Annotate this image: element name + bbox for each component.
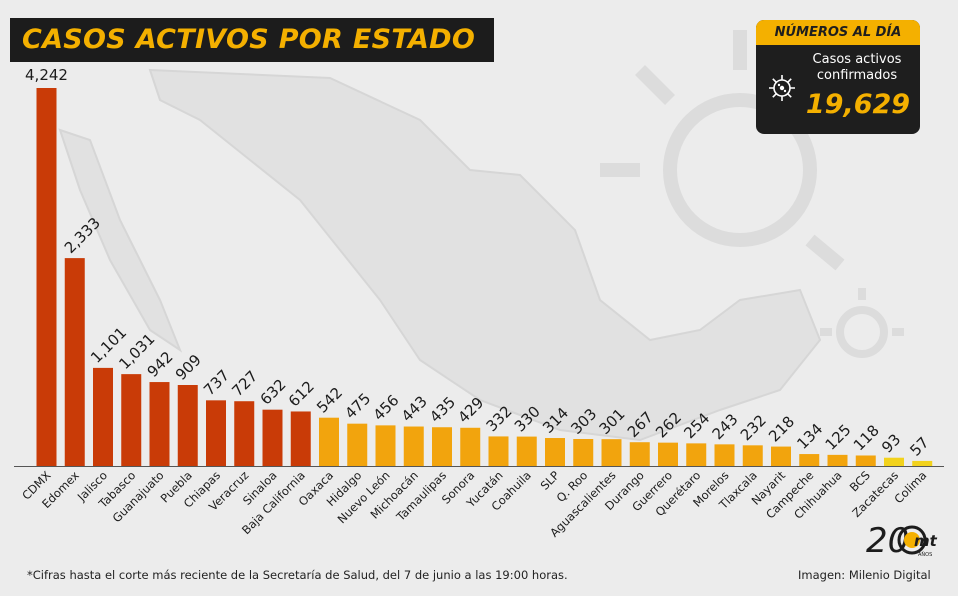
kpi-header: NÚMEROS AL DÍA <box>756 20 920 45</box>
value-label: 612 <box>285 377 318 410</box>
value-label: 118 <box>850 421 883 454</box>
bar-chihuahua <box>827 454 848 466</box>
small-virus-watermark-icon <box>820 288 904 358</box>
milenio-20-anos-logo: 20 mt AÑOS <box>866 521 938 560</box>
value-label: 267 <box>624 408 657 441</box>
bar-puebla <box>177 385 198 466</box>
bar-q-roo <box>573 439 594 466</box>
value-label: 909 <box>172 351 205 384</box>
footnote: *Cifras hasta el corte más reciente de l… <box>27 568 568 582</box>
logo-number: 20 <box>866 521 909 560</box>
value-label: 125 <box>822 421 855 454</box>
bar-bcs <box>855 455 876 466</box>
mexico-map-silhouette <box>58 68 822 442</box>
value-label: 632 <box>257 376 290 409</box>
value-label: 332 <box>483 402 516 435</box>
bar-yucatán <box>488 436 509 466</box>
value-label: 737 <box>200 366 233 399</box>
value-label: 942 <box>144 348 177 381</box>
value-label: 301 <box>596 405 629 438</box>
value-label: 232 <box>737 411 770 444</box>
bar-querétaro <box>686 443 707 466</box>
kpi-card: NÚMEROS AL DÍA Casos activos confirmados… <box>756 20 920 134</box>
virus-watermark-icon <box>600 30 845 271</box>
bar-cdmx <box>36 88 57 466</box>
value-label: 456 <box>370 391 403 424</box>
kpi-label-line2: confirmados <box>816 68 898 83</box>
bar-colima <box>912 460 933 466</box>
virus-icon <box>769 75 795 101</box>
bar-chiapas <box>206 400 226 466</box>
category-label: Colima <box>891 468 929 506</box>
value-label: 443 <box>398 392 431 425</box>
bar-sinaloa <box>262 409 283 466</box>
value-label: 475 <box>341 390 374 423</box>
value-label: 330 <box>511 402 544 435</box>
value-label: 435 <box>426 393 459 426</box>
bar-campeche <box>799 454 820 466</box>
bar-morelos <box>714 444 735 466</box>
bar-guanajuato <box>149 382 170 466</box>
bar-oaxaca <box>319 417 339 466</box>
chart-title: CASOS ACTIVOS POR ESTADO <box>22 24 476 55</box>
bar-zacatecas <box>884 457 904 466</box>
bar-aguascalientes <box>601 439 622 466</box>
kpi-label: Casos activos confirmados <box>800 52 914 84</box>
bar-guerrero <box>658 442 678 466</box>
value-label: 134 <box>793 420 826 453</box>
value-label: 57 <box>906 434 932 460</box>
value-label: 314 <box>539 404 572 437</box>
bar-nayarit <box>771 446 791 466</box>
value-label: 254 <box>680 409 713 442</box>
bar-tabasco <box>121 374 142 466</box>
bar-slp <box>545 438 565 466</box>
bar-hidalgo <box>347 423 368 466</box>
bar-coahuila <box>516 436 537 466</box>
bar-veracruz <box>234 401 255 466</box>
value-label: 542 <box>313 384 346 417</box>
value-label: 243 <box>709 410 742 443</box>
bar-edomex <box>64 258 85 466</box>
logo-mt: mt <box>914 532 938 550</box>
kpi-value: 19,629 <box>805 89 911 120</box>
bar-sonora <box>460 427 481 466</box>
image-credit: Imagen: Milenio Digital <box>798 568 931 582</box>
bar-tlaxcala <box>742 445 763 466</box>
kpi-label-line1: Casos activos <box>812 52 902 67</box>
value-label: 4,242 <box>25 66 68 84</box>
logo-anos: AÑOS <box>918 551 932 558</box>
bar-jalisco <box>93 367 113 466</box>
bar-durango <box>629 442 650 466</box>
value-label: 303 <box>567 405 600 438</box>
bar-tamaulipas <box>432 427 452 466</box>
bar-baja-california <box>290 411 311 466</box>
value-label: 262 <box>652 409 685 442</box>
bar-nuevo-león <box>375 425 396 466</box>
title-banner <box>10 18 494 62</box>
bar-michoacán <box>403 426 424 466</box>
value-label: 2,333 <box>61 214 104 257</box>
